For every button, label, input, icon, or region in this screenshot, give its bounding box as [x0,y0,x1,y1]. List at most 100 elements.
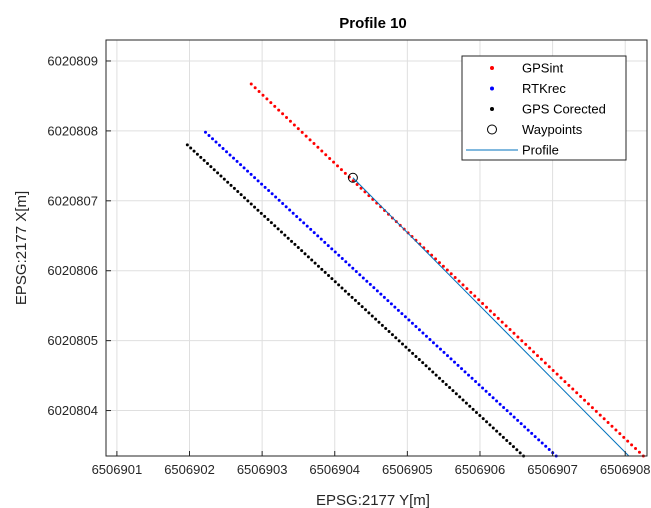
gpsint-point [630,443,634,447]
gps-corected-point [256,208,260,212]
rtkrec-point [214,140,218,144]
rtkrec-point [270,192,274,196]
series-gps-corected [185,143,526,458]
gpsint-point [504,324,508,328]
rtkrec-point [323,240,327,244]
rtkrec-point [438,347,442,351]
rtkrec-point [424,334,428,338]
gps-corected-point [417,358,421,362]
rtkrec-point [544,444,548,448]
rtkrec-point [319,237,323,241]
gps-corected-point [454,392,458,396]
rtkrec-point [291,211,295,215]
gps-corected-point [259,211,263,215]
gps-corected-point [448,386,452,390]
rtkrec-point [312,231,316,235]
rtkrec-point [284,205,288,209]
gps-corected-point [498,432,502,436]
gps-corected-point [219,174,223,178]
legend-label: RTKrec [522,81,566,96]
gps-corected-point [209,165,213,169]
rtkrec-point [277,198,281,202]
rtkrec-point [372,286,376,290]
gps-corected-point [387,330,391,334]
rtkrec-point [512,415,516,419]
gps-corected-point [293,242,297,246]
gpsint-point [355,182,359,186]
gpsint-point [269,101,273,105]
gps-corected-point [353,298,357,302]
gps-corected-point [185,143,189,147]
gps-corected-point [350,295,354,299]
gps-corected-point [313,261,317,265]
gps-corected-point [316,264,320,268]
gpsint-point [481,301,485,305]
gpsint-point [339,168,343,172]
gps-corected-point [202,158,206,162]
gpsint-point [594,409,598,413]
gps-corected-point [320,267,324,271]
series-rtkrec [203,130,558,458]
gpsint-point [336,164,340,168]
gps-corected-point [310,258,314,262]
rtkrec-point [477,383,481,387]
gpsint-point [477,298,481,302]
legend-label: GPSint [522,61,564,76]
gpsint-point [500,320,504,324]
gps-corected-point [394,336,398,340]
rtkrec-point [263,185,267,189]
gpsint-point [473,294,477,298]
gps-corected-point [458,395,462,399]
rtkrec-point [403,315,407,319]
gpsint-point [508,328,512,332]
rtkrec-point [467,373,471,377]
series-profile [352,177,630,457]
gps-corected-point [461,398,465,402]
rtkrec-point [361,276,365,280]
y-ticks: 6020804 6020805 6020806 6020807 6020808 60208… [47,53,111,418]
gpsint-point [292,123,296,127]
legend-box [461,55,627,161]
rtkrec-point [519,422,523,426]
gpsint-point [441,264,445,268]
gpsint-point [285,116,289,120]
rtkrec-point [326,244,330,248]
rtkrec-point [218,143,222,147]
rtkrec-point [460,367,464,371]
gpsint-point [277,108,281,112]
rtkrec-point [260,182,264,186]
gpsint-point [567,383,571,387]
gpsint-point [586,402,590,406]
rtkrec-point [358,273,362,277]
rtkrec-point [453,360,457,364]
gps-corected-point [488,423,492,427]
legend-item-waypoints: Waypoints [487,122,583,137]
rtkrec-point [375,289,379,293]
legend-item-profile: Profile [466,143,559,158]
gpsint-point [324,153,328,157]
profile-line [352,177,630,457]
gpsint-point [563,380,567,384]
rtkrec-point [502,405,506,409]
rtkrec-point [421,331,425,335]
rtkrec-point [442,350,446,354]
legend-item-gpsint: GPSint [490,61,564,76]
gpsint-point [583,398,587,402]
gpsint-point [512,331,516,335]
rtkrec-point [295,214,299,218]
rtkrec-point [389,302,393,306]
gps-corected-point [437,376,441,380]
gps-corected-point [434,373,438,377]
y-axis-label: EPSG:2177 X[m] [13,191,30,305]
gpsint-point [618,432,622,436]
x-tick-label: 6506901 [92,462,143,477]
gpsint-point [457,279,461,283]
gps-corected-point [451,389,455,393]
gpsint-point [590,406,594,410]
rtkrec-point [235,159,239,163]
gps-corected-point [323,270,327,274]
series-waypoints [347,172,358,183]
rtkrec-point [400,312,404,316]
gpsint-point [598,413,602,417]
gps-corected-point [491,426,495,430]
